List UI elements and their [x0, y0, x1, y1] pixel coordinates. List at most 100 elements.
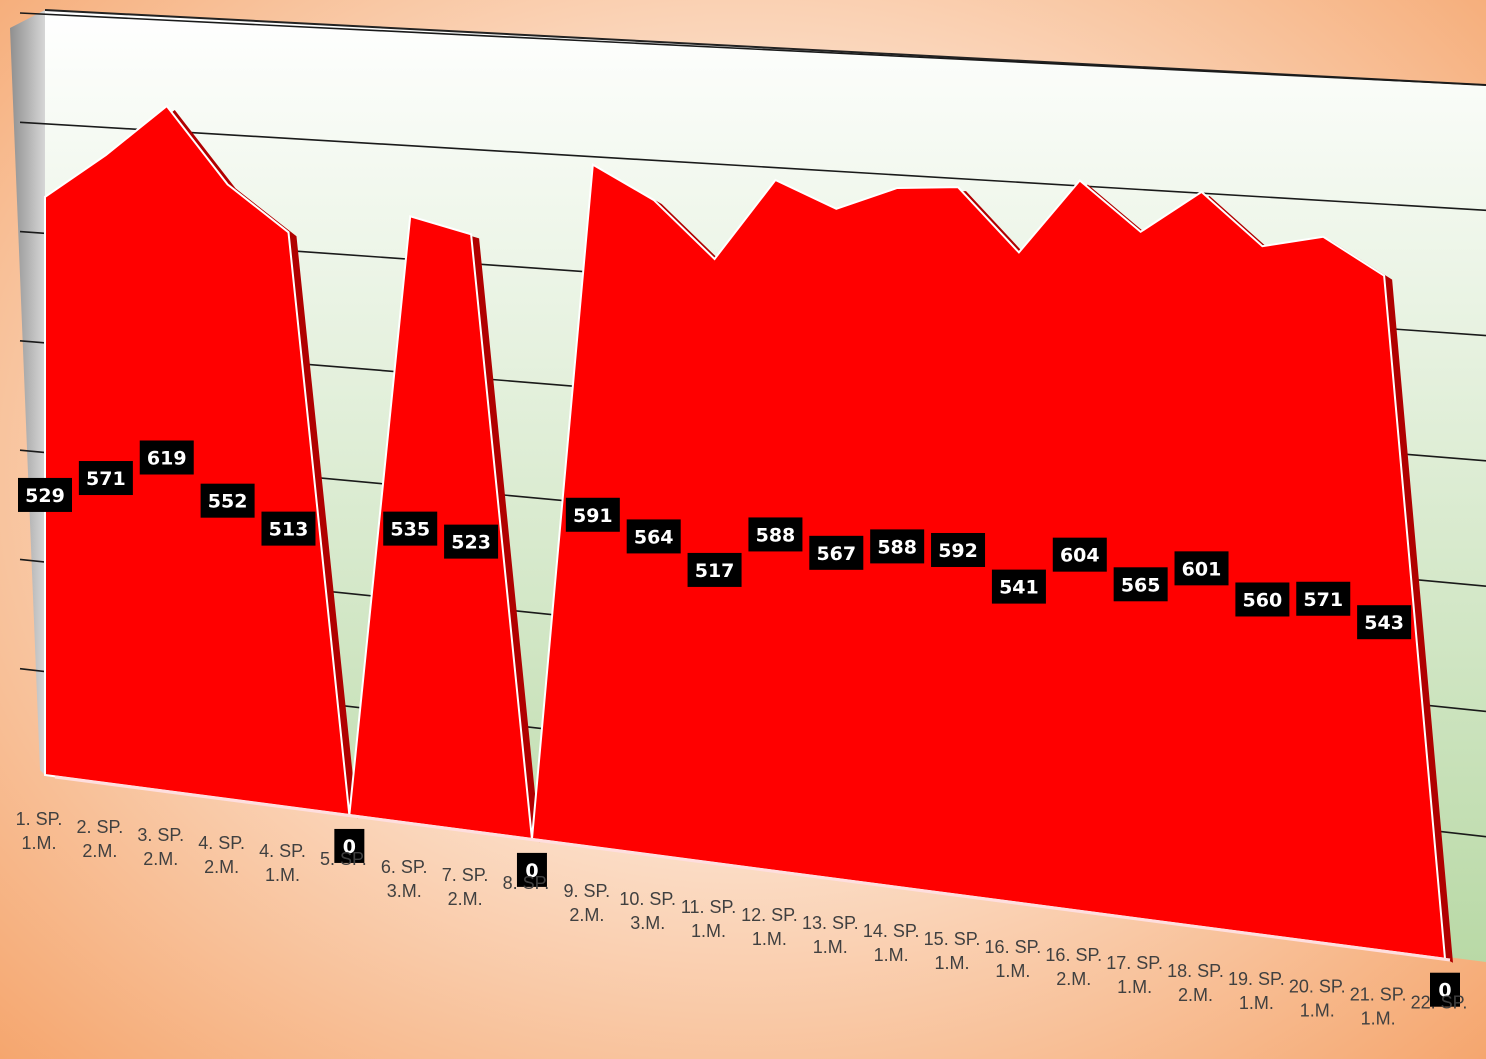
data-label-box [565, 497, 620, 532]
data-label-box [139, 440, 194, 475]
data-labels: 529 571 619 552 513 0 535 523 0 591 564 517 588 567 58… [18, 440, 1460, 1007]
category-label: 6. SP. 3.M. [381, 857, 428, 901]
data-label: 588 [748, 517, 803, 552]
category-label: 8. SP. [503, 873, 550, 893]
area-series [44, 104, 1453, 963]
gridline [19, 121, 1486, 212]
data-label: 604 [1052, 537, 1107, 572]
data-label-box [687, 552, 742, 587]
data-label-text: 592 [938, 540, 978, 562]
category-label: 16. SP. 2.M. [1045, 945, 1102, 989]
category-label: 12. SP. 1.M. [741, 905, 798, 949]
data-label-box [748, 517, 803, 552]
data-label-text: 513 [269, 519, 309, 541]
category-label: 18. SP. 2.M. [1167, 961, 1224, 1005]
category-label: 19. SP. 1.M. [1228, 969, 1285, 1013]
data-label: 0 [334, 828, 365, 863]
data-label-box [78, 461, 133, 496]
data-label: 571 [1296, 581, 1351, 616]
category-axis-labels: 1. SP. 1.M. 2. SP. 2.M. 3. SP. 2.M. 4. SP. 2.M.… [16, 809, 1468, 1029]
data-label: 591 [565, 497, 620, 532]
data-label-text: 0 [525, 860, 538, 882]
category-label: 14. SP. 1.M. [863, 921, 920, 965]
data-label-box [334, 828, 365, 863]
data-label: 571 [78, 461, 133, 496]
data-label: 601 [1174, 551, 1229, 586]
data-label-box [870, 529, 925, 564]
data-label-text: 604 [1060, 545, 1100, 567]
data-label: 529 [18, 477, 72, 512]
data-label-text: 571 [1303, 589, 1343, 611]
data-label-text: 588 [877, 536, 917, 558]
category-label: 7. SP. 2.M. [442, 865, 489, 909]
data-label-text: 517 [695, 560, 735, 582]
data-label-text: 543 [1364, 612, 1404, 634]
data-label: 543 [1357, 605, 1412, 640]
data-label-text: 523 [451, 532, 491, 554]
category-label: 1. SP. 1.M. [16, 809, 63, 853]
category-label: 21. SP. 1.M. [1350, 985, 1407, 1029]
data-label-text: 552 [208, 491, 248, 513]
data-label-box [18, 477, 72, 512]
data-label-box [516, 852, 547, 887]
category-label: 20. SP. 1.M. [1289, 977, 1346, 1021]
data-label-box [1430, 972, 1460, 1007]
category-label: 17. SP. 1.M. [1106, 953, 1163, 997]
gridline [19, 12, 1486, 86]
area-base-edge [54, 775, 1451, 962]
category-label: 10. SP. 3.M. [619, 889, 676, 933]
data-label-box [1113, 567, 1168, 602]
data-label-text: 535 [390, 519, 430, 541]
data-label: 565 [1113, 567, 1168, 602]
data-label-box [809, 535, 864, 570]
data-label-text: 529 [25, 485, 65, 507]
data-label-text: 588 [756, 524, 796, 546]
data-label: 541 [991, 569, 1046, 604]
data-label-text: 619 [147, 448, 187, 470]
area-fill [44, 104, 1447, 960]
data-label-text: 0 [1438, 980, 1451, 1002]
data-label-box [261, 511, 316, 546]
category-label: 13. SP. 1.M. [802, 913, 859, 957]
category-label: 4. SP. 2.M. [198, 833, 245, 877]
category-label: 5. SP. [320, 849, 367, 869]
data-label-box [626, 519, 681, 554]
data-label: 564 [626, 519, 681, 554]
category-label: 9. SP. 2.M. [563, 881, 610, 925]
category-label: 11. SP. 1.M. [681, 897, 736, 941]
data-label-text: 601 [1182, 558, 1222, 580]
category-label: 4. SP. 1.M. [259, 841, 306, 885]
data-label-text: 541 [999, 577, 1039, 599]
data-label-box [1296, 581, 1351, 616]
data-label: 0 [516, 852, 547, 887]
data-label: 0 [1430, 972, 1460, 1007]
data-label-text: 560 [1243, 589, 1283, 611]
data-label-box [931, 532, 986, 567]
data-label: 567 [809, 535, 864, 570]
data-label-text: 571 [86, 468, 126, 490]
data-label-box [444, 524, 499, 559]
data-label: 560 [1235, 582, 1290, 617]
category-label: 15. SP. 1.M. [924, 929, 981, 973]
data-label: 588 [870, 529, 925, 564]
category-label: 2. SP. 2.M. [77, 817, 124, 861]
data-label-text: 591 [573, 505, 613, 527]
side-wall [10, 10, 45, 775]
category-label: 3. SP. 2.M. [137, 825, 184, 869]
data-label-text: 565 [1121, 574, 1161, 596]
data-label-text: 564 [634, 526, 674, 548]
data-label-box [1174, 551, 1229, 586]
data-label: 517 [687, 552, 742, 587]
data-label: 552 [200, 483, 255, 518]
data-label-box [1052, 537, 1107, 572]
data-label-box [1357, 605, 1412, 640]
data-label: 535 [383, 511, 438, 546]
data-label: 523 [444, 524, 499, 559]
data-label-box [200, 483, 255, 518]
category-label: 22. SP. [1411, 993, 1468, 1013]
category-label: 16. SP. 1.M. [985, 937, 1042, 981]
data-label-box [1235, 582, 1290, 617]
data-label: 513 [261, 511, 316, 546]
data-label-box [991, 569, 1046, 604]
